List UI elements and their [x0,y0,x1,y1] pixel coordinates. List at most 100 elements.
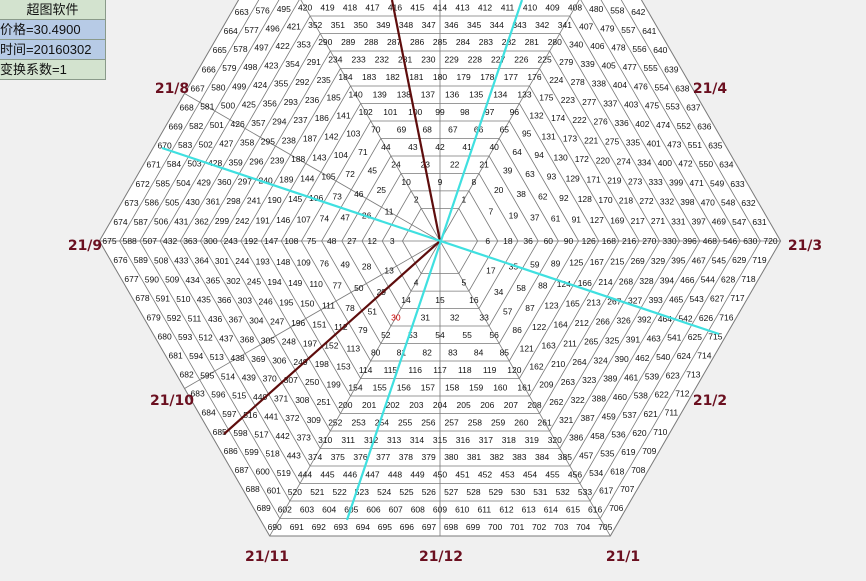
cell-number: 289 [341,37,355,47]
cell-number: 503 [187,159,201,169]
cell-number: 352 [308,20,322,30]
cell-number: 110 [309,279,323,289]
cell-number: 276 [594,117,608,127]
cell-number: 373 [297,433,311,443]
cell-number: 98 [460,107,470,117]
cell-number: 636 [697,122,711,132]
cell-number: 263 [561,377,575,387]
cell-number: 209 [539,379,553,389]
cell-number: 516 [243,410,257,420]
cell-number: 309 [307,415,321,425]
cell-number: 200 [338,400,352,410]
cell-number: 86 [512,325,522,335]
cell-number: 137 [421,90,435,100]
cell-number: 14 [401,295,411,305]
cell-number: 179 [457,72,471,82]
cell-number: 68 [422,125,432,135]
cell-number: 530 [511,487,525,497]
cell-number: 454 [523,470,537,480]
cell-number: 21 [479,160,489,170]
cell-number: 377 [376,452,390,462]
spiral-numbers: 1234567891011121314151617181920212223242… [102,2,777,532]
grid-ray [439,240,611,537]
cell-number: 401 [647,139,661,149]
cell-number: 334 [637,157,651,167]
cell-number: 178 [480,72,494,82]
cell-number: 439 [242,372,256,382]
cell-number: 538 [634,391,648,401]
cell-number: 328 [639,276,653,286]
cell-number: 193 [256,257,270,267]
cell-number: 431 [174,217,188,227]
cell-number: 332 [660,197,674,207]
cell-number: 458 [590,431,604,441]
cell-number: 480 [589,4,603,14]
cell-number: 713 [686,370,700,380]
cell-number: 453 [500,470,514,480]
cell-number: 270 [642,236,656,246]
cell-number: 634 [719,160,733,170]
cell-number: 286 [410,37,424,47]
cell-number: 545 [712,255,726,265]
cell-number: 475 [645,101,659,111]
cell-number: 540 [656,352,670,362]
cell-number: 578 [233,44,247,54]
cell-number: 504 [176,178,190,188]
cell-number: 15 [435,295,445,305]
cell-number: 62 [538,192,548,202]
cell-number: 694 [356,522,370,532]
cell-number: 366 [217,295,231,305]
cell-number: 164 [554,320,568,330]
cell-number: 542 [678,313,692,323]
cell-number: 283 [479,37,493,47]
cell-number: 384 [535,452,549,462]
direction-label: 21/9 [68,238,102,254]
cell-number: 150 [300,299,314,309]
cell-number: 372 [285,413,299,423]
cell-number: 27 [347,236,357,246]
cell-number: 404 [613,80,627,90]
cell-number: 505 [165,197,179,207]
cell-number: 536 [611,429,625,439]
cell-number: 511 [188,313,202,323]
cell-number: 326 [617,316,631,326]
cell-number: 51 [368,306,378,316]
cell-number: 59 [530,259,540,269]
cell-number: 463 [647,333,661,343]
cyan-line-vertical [345,0,524,521]
cell-number: 546 [723,236,737,246]
cell-number: 579 [222,63,236,73]
cell-number: 387 [581,413,595,423]
cell-number: 695 [378,522,392,532]
cell-number: 338 [592,79,606,89]
cell-number: 138 [397,90,411,100]
cell-number: 74 [320,214,330,224]
cell-number: 37 [530,213,540,223]
cell-number: 522 [333,487,347,497]
cell-number: 42 [435,142,445,152]
cell-number: 259 [491,417,505,427]
cell-number: 617 [599,486,613,496]
cell-number: 441 [264,411,278,421]
cell-number: 180 [433,72,447,82]
cell-number: 84 [474,347,484,357]
cell-number: 141 [336,111,350,121]
cell-number: 47 [340,213,350,223]
cell-number: 307 [284,375,298,385]
cell-number: 383 [512,452,526,462]
cell-number: 184 [338,72,352,82]
cell-number: 284 [456,37,470,47]
cell-number: 235 [317,75,331,85]
cell-number: 712 [675,389,689,399]
cell-number: 476 [634,81,648,91]
cell-number: 12 [367,236,377,246]
cell-number: 331 [671,216,685,226]
cell-number: 392 [637,315,651,325]
cell-number: 290 [318,37,332,47]
cell-number: 614 [544,505,558,515]
cell-number: 624 [677,351,691,361]
cell-number: 256 [421,417,435,427]
cell-number: 233 [352,55,366,65]
cell-number: 122 [532,322,546,332]
price-field: 价格=30.4900 [0,20,105,40]
